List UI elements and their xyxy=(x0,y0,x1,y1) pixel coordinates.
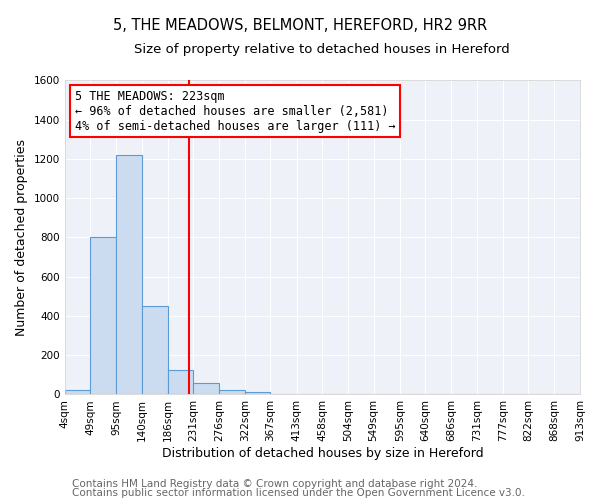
Bar xyxy=(142,306,168,394)
X-axis label: Distribution of detached houses by size in Hereford: Distribution of detached houses by size … xyxy=(161,447,483,460)
Bar xyxy=(219,390,245,394)
Text: 5 THE MEADOWS: 223sqm
← 96% of detached houses are smaller (2,581)
4% of semi-de: 5 THE MEADOWS: 223sqm ← 96% of detached … xyxy=(75,90,395,132)
Y-axis label: Number of detached properties: Number of detached properties xyxy=(15,139,28,336)
Bar xyxy=(245,392,271,394)
Text: 5, THE MEADOWS, BELMONT, HEREFORD, HR2 9RR: 5, THE MEADOWS, BELMONT, HEREFORD, HR2 9… xyxy=(113,18,487,32)
Bar xyxy=(168,370,193,394)
Bar xyxy=(116,155,142,394)
Bar xyxy=(193,382,219,394)
Title: Size of property relative to detached houses in Hereford: Size of property relative to detached ho… xyxy=(134,42,510,56)
Text: Contains public sector information licensed under the Open Government Licence v3: Contains public sector information licen… xyxy=(72,488,525,498)
Text: Contains HM Land Registry data © Crown copyright and database right 2024.: Contains HM Land Registry data © Crown c… xyxy=(72,479,478,489)
Bar xyxy=(65,390,90,394)
Bar xyxy=(90,238,116,394)
